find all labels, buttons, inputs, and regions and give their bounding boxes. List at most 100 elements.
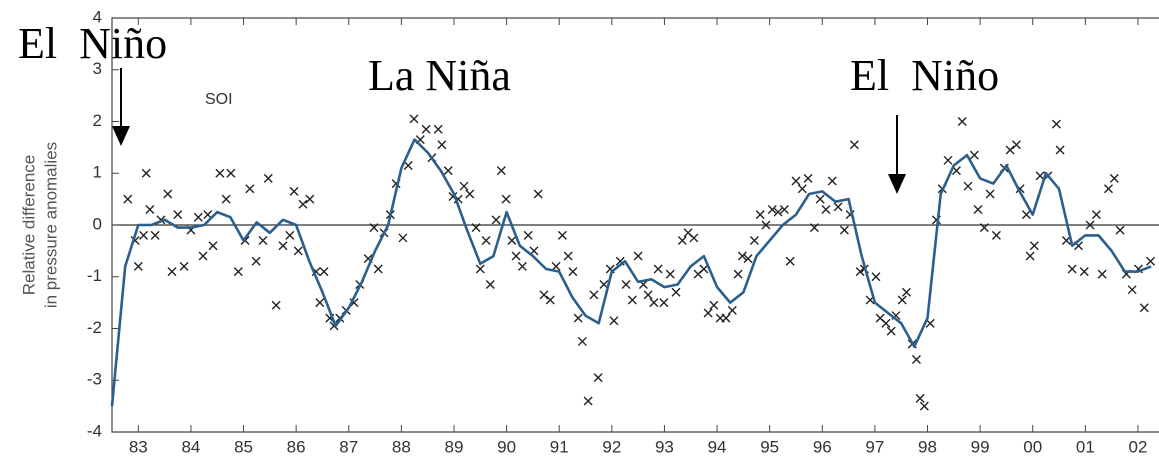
y-label-line: Relative difference [19, 155, 38, 296]
cross-point [557, 230, 567, 240]
cross-point [881, 318, 891, 328]
x-tick-label: 89 [445, 437, 464, 456]
annotation: La Niña [368, 51, 511, 100]
x-tick-label: 85 [234, 437, 253, 456]
cross-point [167, 267, 177, 277]
cross-point [797, 184, 807, 194]
cross-point [293, 246, 303, 256]
cross-point [815, 194, 825, 204]
cross-point [609, 316, 619, 326]
cross-point [583, 396, 593, 406]
cross-point [1029, 241, 1039, 251]
cross-point [671, 287, 681, 297]
cross-point [193, 212, 203, 222]
annotation: El Niño [850, 51, 999, 100]
cross-point [208, 241, 218, 251]
cross-point [471, 223, 481, 233]
cross-point [465, 189, 475, 199]
y-tick-label: 2 [93, 111, 102, 130]
cross-point [589, 290, 599, 300]
cross-point [821, 204, 831, 214]
cross-point [1005, 145, 1015, 155]
cross-point [179, 261, 189, 271]
cross-point [258, 236, 268, 246]
cross-point [1115, 225, 1125, 235]
cross-point [915, 393, 925, 403]
cross-point [809, 223, 819, 233]
cross-point [433, 124, 443, 134]
cross-point [1146, 256, 1156, 266]
y-tick-label: -4 [87, 421, 102, 440]
cross-point [221, 194, 231, 204]
x-tick-label: 86 [287, 437, 306, 456]
cross-point [727, 305, 737, 315]
cross-point [233, 267, 243, 277]
cross-point [481, 236, 491, 246]
cross-point [150, 230, 160, 240]
cross-point [755, 210, 765, 220]
y-tick-label: -3 [87, 370, 102, 389]
cross-point [507, 236, 517, 246]
cross-point [703, 308, 713, 318]
x-tick-label: 96 [813, 437, 832, 456]
cross-point [173, 210, 183, 220]
cross-point [773, 207, 783, 217]
cross-point [761, 220, 771, 230]
cross-point [139, 230, 149, 240]
cross-point [791, 176, 801, 186]
cross-point [496, 166, 506, 176]
cross-point [849, 140, 859, 150]
cross-point [263, 173, 273, 183]
cross-point [1139, 303, 1149, 313]
x-tick-label: 98 [918, 437, 937, 456]
annotation: El Niño [18, 19, 167, 68]
cross-point [1097, 269, 1107, 279]
cross-point [123, 194, 133, 204]
cross-point [251, 256, 261, 266]
cross-point [737, 251, 747, 261]
cross-point [577, 336, 587, 346]
cross-point [743, 254, 753, 264]
cross-point [533, 189, 543, 199]
cross-point [475, 264, 485, 274]
y-label-line: in pressure anomalies [41, 142, 60, 308]
cross-point [369, 223, 379, 233]
cross-point [373, 264, 383, 274]
crosses [123, 114, 1156, 411]
cross-point [677, 236, 687, 246]
cross-point [985, 189, 995, 199]
cross-point [643, 290, 653, 300]
cross-point [803, 173, 813, 183]
cross-point [271, 300, 281, 310]
cross-point [855, 267, 865, 277]
cross-point [886, 326, 896, 336]
cross-point [779, 204, 789, 214]
cross-point [649, 298, 659, 308]
cross-point [403, 160, 413, 170]
cross-point [1051, 119, 1061, 129]
cross-point [145, 204, 155, 214]
cross-point [539, 290, 549, 300]
cross-point [833, 202, 843, 212]
cross-point [1067, 264, 1077, 274]
cross-point [226, 168, 236, 178]
cross-point [839, 225, 849, 235]
x-tick-label: 84 [181, 437, 200, 456]
y-tick-label: 0 [93, 214, 102, 233]
arrow-head [112, 126, 130, 146]
cross-point [871, 272, 881, 282]
x-tick-label: 00 [1023, 437, 1042, 456]
cross-point [1035, 171, 1045, 181]
cross-point [517, 261, 527, 271]
cross-point [709, 300, 719, 310]
soi-line [110, 138, 1152, 407]
cross-point [593, 373, 603, 383]
cross-point [1055, 145, 1065, 155]
cross-point [501, 194, 511, 204]
cross-point [563, 251, 573, 261]
y-tick-label: 1 [93, 163, 102, 182]
cross-point [278, 241, 288, 251]
cross-point [398, 233, 408, 243]
cross-point [633, 251, 643, 261]
